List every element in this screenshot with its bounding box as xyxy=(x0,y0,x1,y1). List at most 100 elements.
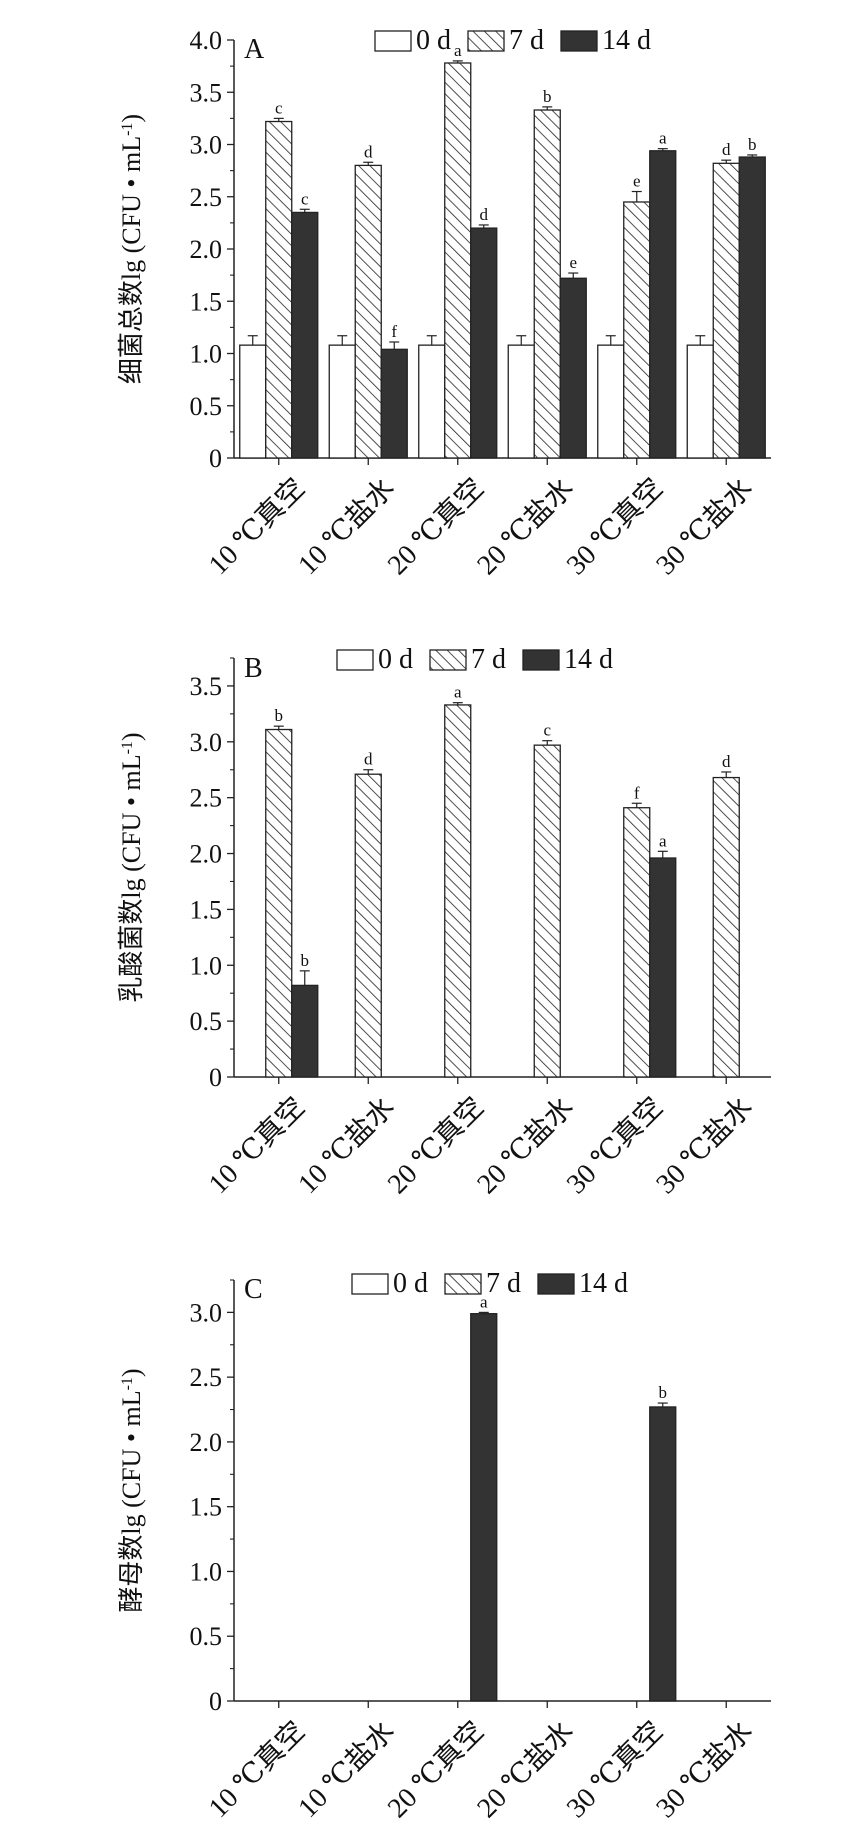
x-tick-label: 20 ℃盐水 xyxy=(471,472,580,581)
significance-letter: b xyxy=(275,706,284,725)
y-tick-label: 4.0 xyxy=(190,26,223,55)
bar-0-3 xyxy=(507,344,535,459)
significance-letter: c xyxy=(543,721,551,740)
y-axis-label: 酵母数lg (CFU • mL-1) xyxy=(117,1368,146,1612)
x-tick-label: 10 ℃真空 xyxy=(202,472,311,581)
bar-group-4: b 30 ℃真空 xyxy=(560,1383,677,1824)
x-tick-label: 10 ℃真空 xyxy=(202,1715,311,1824)
x-tick-label: 30 ℃盐水 xyxy=(650,472,759,581)
legend: 0 d 7 d 14 d xyxy=(336,644,613,675)
y-tick-label: 1.5 xyxy=(190,1493,223,1522)
significance-letter: c xyxy=(275,98,283,117)
legend-label-1: 7 d xyxy=(509,25,544,56)
x-tick-label: 30 ℃真空 xyxy=(560,472,669,581)
bar-0-2 xyxy=(418,344,446,459)
x-tick-label: 10 ℃盐水 xyxy=(292,472,401,581)
bar-2-2 xyxy=(470,1313,498,1702)
bar-group-3: c 20 ℃盐水 xyxy=(471,721,580,1200)
bar-1-5 xyxy=(712,162,740,459)
bar-0-4 xyxy=(597,344,625,459)
legend-swatch-0 xyxy=(374,30,412,52)
significance-letter: b xyxy=(659,1383,668,1402)
panel-letter: C xyxy=(244,1274,263,1305)
y-tick-label: 0 xyxy=(209,444,222,473)
bar-group-4: f a 30 ℃真空 xyxy=(560,783,677,1200)
y-tick-label: 2.5 xyxy=(190,784,223,813)
x-tick-label: 20 ℃盐水 xyxy=(471,1715,580,1824)
legend-label-2: 14 d xyxy=(579,1268,628,1299)
bar-2-1 xyxy=(380,348,408,459)
bar-1-3 xyxy=(533,109,561,459)
bar-1-1 xyxy=(354,773,382,1078)
bar-2-5 xyxy=(738,156,766,459)
significance-letter: d xyxy=(364,142,373,161)
panel-letter: A xyxy=(244,34,265,65)
bar-1-4 xyxy=(623,201,651,459)
significance-letter: a xyxy=(454,683,462,702)
y-tick-label: 1.0 xyxy=(190,340,223,369)
y-tick-label: 0 xyxy=(209,1063,222,1092)
significance-letter: c xyxy=(301,189,309,208)
significance-letter: a xyxy=(454,41,462,60)
y-tick-label: 2.5 xyxy=(190,1363,223,1392)
y-axis-label-main: 酵母数lg (CFU • mL xyxy=(117,1390,146,1612)
significance-letter: e xyxy=(633,172,641,191)
chart-panel-a: 0 0.5 1.0 1.5 2.0 2.5 3.0 3.5 4.0 细菌总数lg (CFU • m… xyxy=(117,25,771,581)
x-tick-label: 20 ℃真空 xyxy=(381,1715,490,1824)
y-tick-label: 0.5 xyxy=(190,392,223,421)
x-tick-label: 30 ℃盐水 xyxy=(650,1091,759,1200)
x-tick-label: 30 ℃盐水 xyxy=(650,1715,759,1824)
bar-1-5 xyxy=(712,776,740,1078)
y-tick-label: 1.5 xyxy=(190,895,223,924)
significance-letter: b xyxy=(748,135,757,154)
y-axis-label-sup: -1 xyxy=(119,123,136,136)
x-tick-label: 20 ℃真空 xyxy=(381,1091,490,1200)
legend-swatch-2 xyxy=(537,1273,575,1295)
chart-panel-c: 0 0.5 1.0 1.5 2.0 2.5 3.0 酵母数lg (CFU • mL-1) C 0 … xyxy=(117,1268,771,1824)
y-tick-label: 0.5 xyxy=(190,1622,223,1651)
significance-letter: a xyxy=(480,1292,488,1311)
bar-1-3 xyxy=(533,744,561,1078)
significance-letter: e xyxy=(569,253,577,272)
y-tick-label: 0 xyxy=(209,1687,222,1716)
y-axis-label-close: ) xyxy=(117,732,146,741)
significance-letter: a xyxy=(659,129,667,148)
chart-panel-b: 0 0.5 1.0 1.5 2.0 2.5 3.0 3.5 乳酸菌数lg (CFU • mL-1… xyxy=(117,644,771,1200)
legend-swatch-0 xyxy=(336,649,374,671)
x-tick-label: 10 ℃真空 xyxy=(202,1091,311,1200)
bar-0-1 xyxy=(328,344,356,459)
y-axis-label-close: ) xyxy=(117,114,146,123)
significance-letter: d xyxy=(480,205,489,224)
y-axis-label-sup: -1 xyxy=(119,1377,136,1390)
bar-group-5: 30 ℃盐水 xyxy=(650,1701,759,1824)
x-tick-label: 10 ℃盐水 xyxy=(292,1091,401,1200)
y-tick-label: 3.0 xyxy=(190,1298,223,1327)
x-tick-label: 20 ℃真空 xyxy=(381,472,490,581)
panel-letter: B xyxy=(244,653,263,684)
x-tick-label: 20 ℃盐水 xyxy=(471,1091,580,1200)
legend-swatch-1 xyxy=(467,30,505,52)
y-tick-label: 0.5 xyxy=(190,1007,223,1036)
legend-label-1: 7 d xyxy=(486,1268,521,1299)
y-tick-label: 3.0 xyxy=(190,131,223,160)
x-tick-label: 30 ℃真空 xyxy=(560,1091,669,1200)
bar-1-4 xyxy=(623,807,651,1078)
y-axis-label-main: 乳酸菌数lg (CFU • mL xyxy=(117,754,146,1002)
legend-label-0: 0 d xyxy=(416,25,451,56)
y-tick-label: 2.0 xyxy=(190,235,223,264)
y-tick-label: 1.0 xyxy=(190,951,223,980)
legend-label-2: 14 d xyxy=(602,25,651,56)
legend-label-0: 0 d xyxy=(378,644,413,675)
x-tick-label: 30 ℃真空 xyxy=(560,1715,669,1824)
y-tick-label: 3.5 xyxy=(190,672,223,701)
legend-swatch-1 xyxy=(444,1273,482,1295)
legend-swatch-0 xyxy=(351,1273,389,1295)
legend-swatch-2 xyxy=(522,649,560,671)
bar-1-2 xyxy=(444,704,472,1078)
bar-group-1: d 10 ℃盐水 xyxy=(292,750,401,1200)
bar-1-0 xyxy=(265,120,293,459)
legend-swatch-2 xyxy=(560,30,598,52)
bar-1-1 xyxy=(354,164,382,459)
bar-group-2: a 20 ℃真空 xyxy=(381,683,490,1200)
bar-2-4 xyxy=(649,857,677,1078)
